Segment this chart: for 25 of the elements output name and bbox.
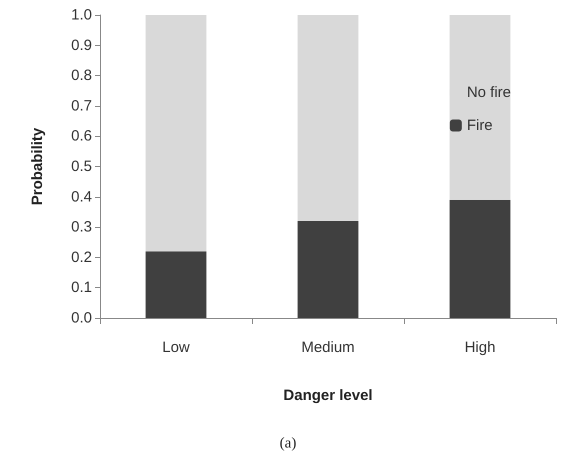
y-tick-label: 0.3 (71, 218, 92, 236)
x-axis-title: Danger level (283, 387, 373, 404)
bar (450, 15, 510, 200)
bar (146, 15, 206, 252)
text: (a) (280, 436, 296, 452)
bar (298, 221, 358, 318)
y-tick-label: 0.0 (71, 310, 92, 326)
bar (298, 15, 358, 222)
y-tick-label: 1.0 (71, 6, 92, 24)
y-tick-label: 0.8 (71, 67, 92, 84)
y-tick-label: 0.4 (71, 188, 92, 206)
y-tick-label: 0.9 (71, 36, 92, 54)
y-tick-label: 0.5 (71, 158, 92, 175)
legend-label: Fire (466, 117, 493, 134)
bar (450, 200, 510, 318)
y-tick-label: 0.1 (71, 279, 92, 296)
series-label: No fire (466, 84, 512, 101)
y-tick-label: 0.2 (71, 248, 92, 266)
y-tick-label: 0.6 (71, 128, 92, 145)
x-tick-label: Medium (301, 339, 355, 356)
x-tick-label: High (464, 339, 496, 356)
bar (146, 251, 206, 318)
x-tick-label: Low (162, 339, 190, 356)
y-tick-label: 0.7 (71, 97, 92, 114)
y-axis-title: Probability (29, 127, 46, 206)
